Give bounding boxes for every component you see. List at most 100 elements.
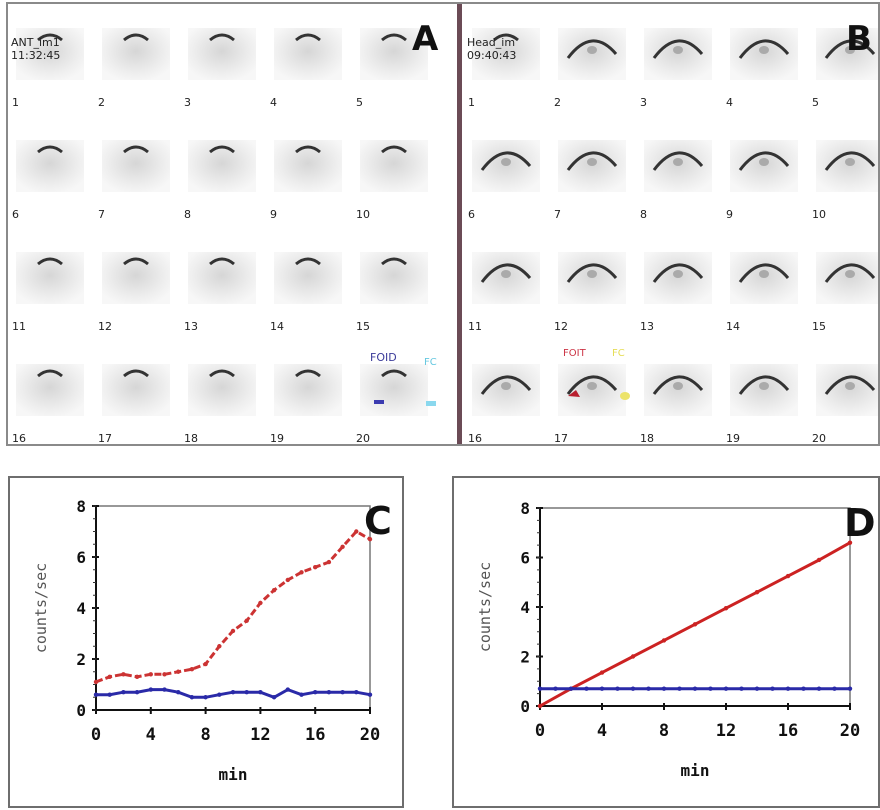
activity-spot (587, 382, 597, 390)
frame-number: 11 (12, 320, 26, 333)
plot-frame (95, 505, 371, 711)
data-point (630, 686, 636, 691)
scan-frame: 11 (468, 252, 540, 333)
activity-spot (587, 158, 597, 166)
y-tick-label: 6 (76, 548, 86, 567)
y-tick-label: 6 (520, 549, 530, 568)
data-point (367, 692, 373, 697)
data-point (340, 689, 345, 695)
frame-number: 3 (640, 96, 647, 109)
scan-frame-image (188, 252, 256, 304)
scan-frame: 8 (184, 140, 256, 221)
frame-number: 18 (184, 432, 198, 444)
scan-frame-image (360, 252, 428, 304)
x-tick-label: 8 (200, 725, 210, 745)
scan-frame: 3 (640, 28, 712, 109)
activity-arc (37, 33, 63, 42)
data-point (230, 628, 236, 634)
x-axis-label: min (681, 761, 710, 780)
data-point (217, 692, 222, 697)
frame-number: 1 (12, 96, 19, 109)
data-point (189, 695, 195, 700)
data-point (217, 644, 222, 649)
data-point (832, 686, 837, 691)
activity-arc (209, 257, 235, 266)
scan-frame: 1 (12, 28, 84, 109)
activity-arc (738, 375, 790, 395)
x-tick-label: 16 (305, 725, 325, 745)
data-point (661, 686, 667, 691)
activity-arc (566, 263, 618, 283)
data-point (271, 587, 277, 593)
data-point (285, 687, 290, 692)
x-tick-label: 0 (535, 721, 545, 741)
activity-arc (652, 151, 704, 171)
frame-number: 8 (640, 208, 647, 221)
panel-a-acq-time: 11:32:45 (11, 49, 60, 62)
scan-frame: 4 (270, 28, 342, 109)
activity-spot (759, 158, 769, 166)
activity-arc (295, 145, 321, 154)
panel-a-roi-marker-2 (426, 401, 436, 406)
panel-b-roi-label-1: FOIT (563, 348, 587, 359)
frame-number: 1 (468, 96, 475, 109)
activity-arc (295, 369, 321, 378)
data-point (271, 695, 277, 700)
panel-b-roi-label-2: FC (612, 348, 625, 359)
activity-arc (480, 375, 532, 395)
data-point (244, 689, 249, 695)
frame-number: 6 (468, 208, 475, 221)
frame-number: 17 (554, 432, 568, 444)
scan-frame: 20 (356, 364, 428, 445)
scan-frame: 20 (812, 364, 880, 445)
activity-spot (673, 158, 683, 166)
panel-b-acq-time: 09:40:43 (467, 49, 516, 62)
scan-frame: 19 (726, 364, 798, 445)
frame-number: 2 (554, 96, 561, 109)
scan-frame-image (360, 140, 428, 192)
data-point (754, 686, 760, 691)
data-point (599, 686, 605, 691)
activity-spot (501, 382, 511, 390)
frame-number: 20 (356, 432, 370, 444)
activity-arc (381, 369, 407, 378)
y-axis-label: counts/sec (32, 563, 50, 653)
scan-frame-image (816, 364, 880, 416)
scan-frame: 9 (726, 140, 798, 221)
scan-frame-image (360, 364, 428, 416)
scan-frame: 5 (356, 28, 428, 109)
y-tick-label: 2 (520, 648, 530, 667)
scan-frame: 18 (640, 364, 712, 445)
data-point (661, 638, 667, 643)
frame-number: 4 (726, 96, 733, 109)
activity-arc (652, 263, 704, 283)
data-point (230, 689, 236, 695)
activity-spot (845, 158, 855, 166)
data-point (615, 686, 620, 691)
frame-number: 17 (98, 432, 112, 444)
activity-arc (295, 33, 321, 42)
panel-letter: D (844, 501, 876, 545)
activity-arc (123, 257, 149, 266)
data-point (801, 686, 806, 691)
frame-number: 10 (812, 208, 826, 221)
data-point (326, 689, 332, 695)
data-point (258, 689, 263, 695)
frame-number: 2 (98, 96, 105, 109)
x-tick-label: 12 (716, 721, 736, 741)
data-point (553, 686, 558, 691)
activity-arc (37, 369, 63, 378)
frame-number: 19 (270, 432, 284, 444)
frame-number: 6 (12, 208, 19, 221)
frame-number: 3 (184, 96, 191, 109)
data-point (176, 689, 181, 695)
panel-b-roi-marker-1 (568, 390, 580, 397)
scan-frame-image (188, 28, 256, 80)
scan-frame: 3 (184, 28, 256, 109)
frame-number: 20 (812, 432, 826, 444)
scan-frame: 15 (356, 252, 428, 333)
scan-frame: 4 (726, 28, 798, 109)
activity-spot (759, 46, 769, 54)
